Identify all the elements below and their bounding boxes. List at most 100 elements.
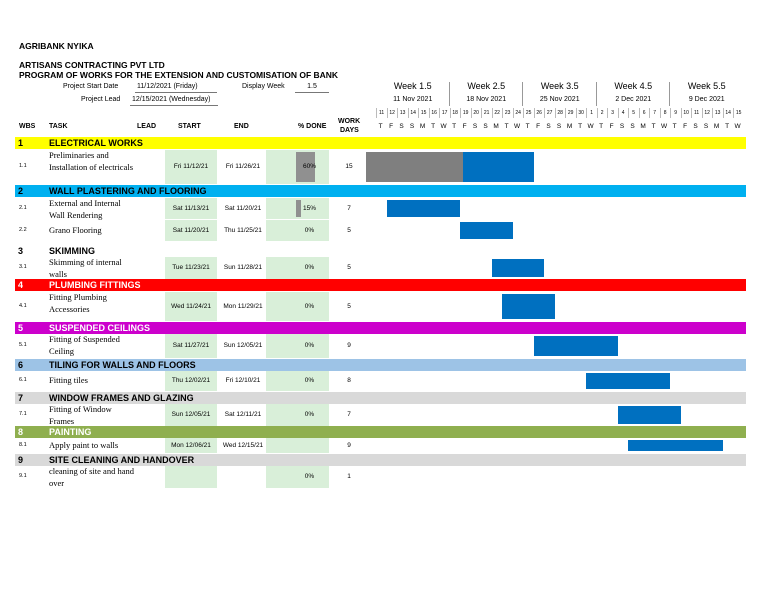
task-end[interactable]: Fri 11/26/21 — [225, 163, 261, 170]
week-date: 25 Nov 2021 — [539, 96, 580, 103]
day-of-week: W — [440, 123, 447, 130]
task-end[interactable]: Mon 11/29/21 — [223, 303, 263, 310]
percent-text: 0% — [304, 264, 315, 271]
percent-text: 0% — [304, 473, 315, 480]
task-end[interactable]: Fri 12/10/21 — [225, 377, 261, 384]
task-start[interactable]: Mon 12/06/21 — [165, 438, 217, 453]
section-number: 9 — [18, 455, 24, 465]
task-work-days: 5 — [347, 227, 351, 234]
task-start[interactable]: Sun 12/05/21 — [165, 404, 217, 426]
task-name[interactable]: Fitting Plumbing Accessories — [49, 292, 107, 314]
task-end[interactable]: Sat 12/11/21 — [224, 411, 262, 418]
task-name[interactable]: Fitting of Window Frames — [49, 404, 112, 426]
task-start[interactable]: Fri 11/12/21 — [165, 150, 217, 184]
task-percent-done[interactable] — [266, 438, 329, 453]
task-percent-done[interactable]: 15% — [266, 198, 329, 219]
day-number: 16 — [428, 108, 439, 118]
gantt-bar[interactable] — [586, 373, 670, 389]
day-number: 12 — [701, 108, 712, 118]
task-end[interactable]: Sat 11/20/21 — [224, 205, 262, 212]
percent-bar — [296, 152, 316, 182]
task-end[interactable]: Sun 12/05/21 — [223, 342, 263, 349]
task-percent-done[interactable]: 60% — [266, 150, 329, 184]
day-of-week: M — [640, 123, 646, 130]
task-percent-done[interactable]: 0% — [266, 371, 329, 391]
task-name[interactable]: Skimming of internal walls — [49, 257, 122, 279]
section-title: PAINTING — [49, 427, 92, 437]
task-percent-done[interactable]: 0% — [266, 334, 329, 358]
task-percent-done[interactable]: 0% — [266, 466, 329, 488]
task-start[interactable]: Tue 11/23/21 — [165, 257, 217, 279]
day-number: 23 — [502, 108, 512, 118]
col-start: START — [178, 123, 201, 130]
task-name[interactable]: External and Internal Wall Rendering — [49, 198, 121, 220]
project-lead-label: Project Lead — [81, 96, 121, 103]
day-of-week: S — [556, 123, 562, 130]
section-title: PLUMBING FITTINGS — [49, 280, 141, 290]
section-title: ELECTRICAL WORKS — [49, 138, 143, 148]
task-wbs: 1.1 — [19, 163, 27, 169]
task-start[interactable]: Wed 11/24/21 — [165, 292, 217, 321]
task-name[interactable]: Fitting tiles — [49, 375, 88, 385]
section-title: SITE CLEANING AND HANDOVER — [49, 455, 195, 465]
task-name[interactable]: Grano Flooring — [49, 224, 102, 235]
gantt-bar[interactable] — [628, 440, 723, 451]
section-header: 8 PAINTING — [15, 426, 746, 438]
gantt-bar[interactable] — [617, 406, 681, 424]
percent-bar — [296, 200, 301, 217]
gantt-bar[interactable] — [491, 259, 544, 277]
percent-text: 0% — [304, 377, 315, 384]
section-number: 4 — [18, 280, 24, 290]
section-number: 3 — [18, 246, 24, 256]
day-of-week: F — [462, 123, 467, 130]
task-percent-done[interactable]: 0% — [266, 404, 329, 426]
task-start[interactable] — [165, 466, 217, 488]
day-of-week: T — [452, 123, 457, 130]
percent-text: 0% — [304, 227, 315, 234]
task-percent-done[interactable]: 0% — [266, 292, 329, 321]
week-date: 11 Nov 2021 — [393, 96, 433, 103]
task-work-days: 9 — [347, 442, 351, 449]
task-start[interactable]: Sat 11/27/21 — [165, 334, 217, 358]
gantt-bar[interactable] — [533, 336, 618, 356]
task-row: 9.1 cleaning of site and hand over 0% 1 — [0, 466, 768, 488]
col-lead: LEAD — [137, 123, 157, 130]
day-of-week: M — [419, 123, 426, 130]
task-percent-done[interactable]: 0% — [266, 257, 329, 279]
day-of-week: S — [630, 123, 635, 130]
task-start[interactable]: Sat 11/13/21 — [165, 198, 217, 219]
task-end[interactable]: Wed 12/15/21 — [222, 442, 264, 449]
day-of-week: F — [536, 123, 541, 130]
day-of-week: T — [672, 123, 677, 130]
section-title: SKIMMING — [49, 246, 95, 256]
day-number: 4 — [617, 108, 628, 118]
task-start[interactable]: Thu 12/02/21 — [165, 371, 217, 391]
week-divider — [448, 82, 450, 106]
task-name[interactable]: Fitting of Suspended Ceiling — [49, 334, 120, 356]
gantt-bar[interactable] — [462, 152, 534, 182]
gantt-bar[interactable] — [502, 294, 555, 319]
task-start[interactable]: Sat 11/20/21 — [165, 220, 217, 241]
task-name[interactable]: Preliminaries and Installation of electr… — [49, 150, 134, 172]
start-date-field[interactable]: 11/12/2021 (Friday) — [135, 82, 217, 93]
day-number: 20 — [470, 108, 481, 118]
task-end[interactable] — [217, 466, 269, 488]
day-number: 21 — [481, 108, 491, 118]
gantt-bar-done[interactable] — [366, 152, 463, 182]
gantt-bar[interactable] — [386, 200, 460, 217]
project-lead-field[interactable]: 12/15/2021 (Wednesday) — [130, 95, 218, 106]
percent-text: 0% — [304, 342, 315, 349]
percent-text: 0% — [304, 303, 315, 310]
task-end[interactable]: Thu 11/25/21 — [224, 227, 262, 234]
day-number: 29 — [565, 108, 575, 118]
section-header: 1 ELECTRICAL WORKS — [15, 137, 746, 149]
task-end[interactable]: Sun 11/28/21 — [223, 264, 263, 271]
task-name[interactable]: cleaning of site and hand over — [49, 466, 134, 488]
display-week-field[interactable]: 1.5 — [295, 82, 329, 93]
task-wbs: 2.2 — [19, 226, 27, 233]
gantt-bar[interactable] — [460, 222, 513, 239]
day-number: 13 — [712, 108, 722, 118]
task-name[interactable]: Apply paint to walls — [49, 439, 119, 450]
task-work-days: 1 — [347, 473, 351, 480]
task-percent-done[interactable]: 0% — [266, 220, 329, 241]
